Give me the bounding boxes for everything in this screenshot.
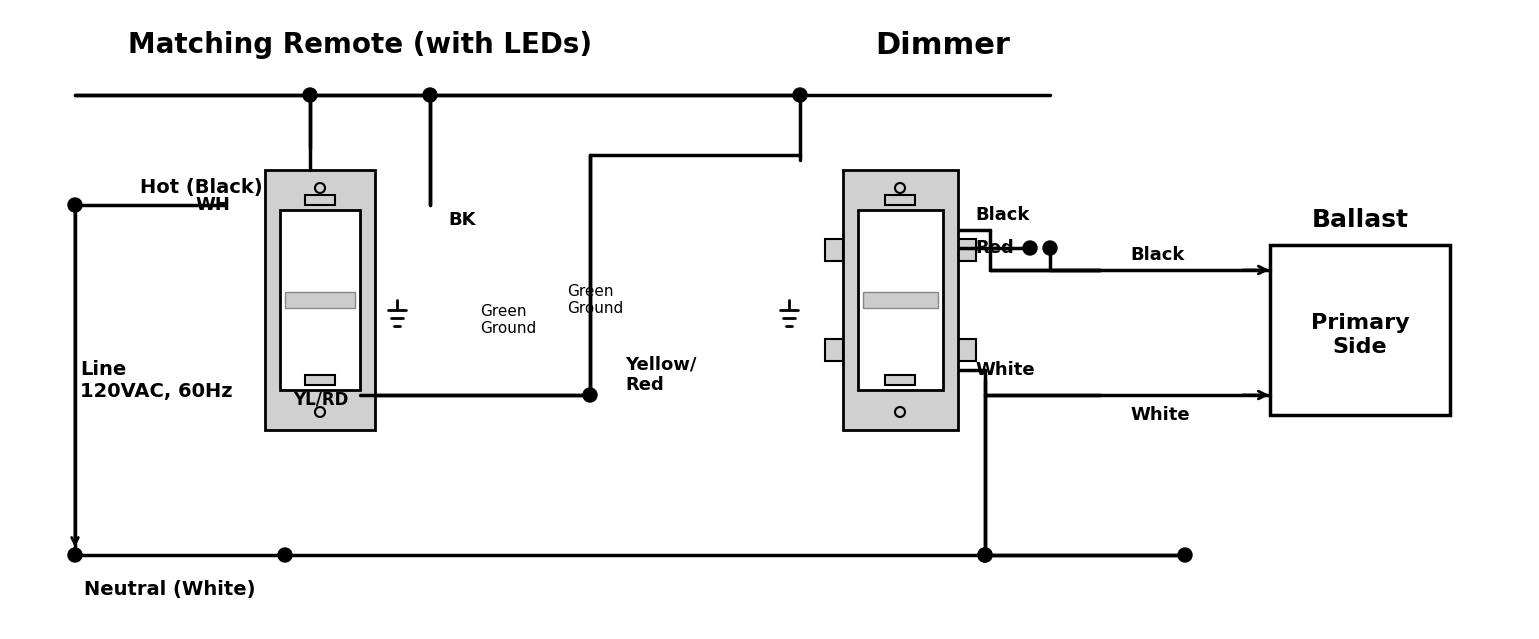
Bar — [957, 339, 976, 361]
Text: WH: WH — [195, 196, 229, 214]
Text: White: White — [1130, 406, 1190, 424]
Circle shape — [68, 198, 82, 212]
Circle shape — [793, 88, 806, 102]
Bar — [280, 210, 360, 390]
Bar — [265, 170, 376, 430]
Circle shape — [1177, 548, 1193, 562]
Bar — [285, 292, 356, 308]
Bar — [825, 239, 842, 261]
Bar — [862, 292, 937, 308]
Text: YL/RD: YL/RD — [292, 391, 348, 409]
Text: Primary
Side: Primary Side — [1311, 313, 1410, 357]
Bar — [842, 170, 957, 430]
Text: Red: Red — [976, 239, 1014, 257]
Circle shape — [583, 388, 597, 402]
Text: BK: BK — [448, 211, 476, 229]
Circle shape — [423, 88, 437, 102]
Circle shape — [1043, 241, 1057, 255]
Circle shape — [1023, 241, 1037, 255]
Bar — [857, 210, 942, 390]
Text: Green
Ground: Green Ground — [480, 304, 536, 336]
Bar — [825, 339, 842, 361]
Text: Green
Ground: Green Ground — [566, 284, 623, 316]
Text: Ballast: Ballast — [1311, 208, 1408, 232]
Circle shape — [977, 548, 993, 562]
Text: Line
120VAC, 60Hz: Line 120VAC, 60Hz — [80, 360, 232, 401]
Text: White: White — [976, 361, 1034, 379]
Text: Matching Remote (with LEDs): Matching Remote (with LEDs) — [128, 31, 593, 59]
Circle shape — [68, 548, 82, 562]
Bar — [885, 375, 916, 385]
Bar — [305, 375, 336, 385]
Text: Neutral (White): Neutral (White) — [85, 580, 255, 599]
Text: Black: Black — [976, 206, 1030, 224]
Bar — [305, 195, 336, 205]
Circle shape — [279, 548, 292, 562]
Text: Yellow/
Red: Yellow/ Red — [625, 355, 697, 394]
Bar — [1270, 245, 1450, 415]
Text: Black: Black — [1130, 246, 1185, 264]
Bar — [885, 195, 916, 205]
Circle shape — [977, 548, 993, 562]
Bar — [957, 239, 976, 261]
Circle shape — [303, 88, 317, 102]
Text: Dimmer: Dimmer — [876, 31, 1010, 59]
Text: Hot (Black): Hot (Black) — [140, 178, 263, 197]
